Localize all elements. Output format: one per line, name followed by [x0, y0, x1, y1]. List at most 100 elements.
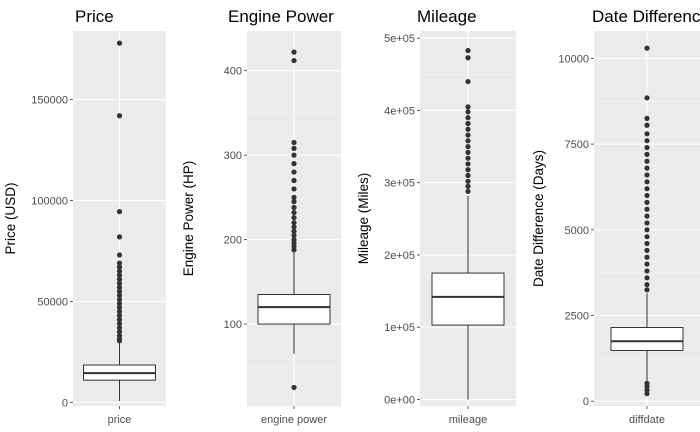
- outlier-point: [644, 275, 650, 281]
- outlier-point: [644, 287, 650, 293]
- outlier-point: [644, 220, 650, 226]
- y-tick-label: 7500: [565, 139, 589, 151]
- outlier-point: [465, 120, 471, 127]
- outlier-point: [644, 254, 650, 260]
- outlier-point: [291, 220, 297, 226]
- y-tick-label: 200: [224, 235, 242, 247]
- outlier-point: [644, 122, 650, 128]
- outlier-point: [291, 247, 297, 253]
- y-tick-label: 5000: [565, 225, 589, 237]
- outlier-point: [465, 178, 471, 184]
- outlier-point: [644, 158, 650, 164]
- outlier-point: [644, 144, 650, 151]
- outlier-point: [644, 199, 650, 205]
- outlier-point: [116, 280, 123, 286]
- y-tick-label: 0e+00: [384, 394, 415, 406]
- outlier-point: [291, 145, 297, 151]
- y-axis-label: Engine Power (HP): [181, 161, 196, 277]
- y-tick-label: 4e+05: [384, 105, 415, 117]
- y-tick-label: 400: [224, 66, 242, 78]
- outlier-point: [291, 232, 297, 238]
- iqr-box: [610, 327, 684, 351]
- outlier-point: [644, 282, 650, 288]
- outlier-point: [465, 115, 471, 121]
- outlier-point: [291, 204, 297, 211]
- outlier-point: [116, 268, 123, 274]
- outlier-point: [116, 252, 123, 258]
- outlier-point: [116, 272, 123, 278]
- outlier-point: [116, 296, 123, 303]
- outlier-point: [291, 194, 297, 200]
- outlier-point: [116, 300, 123, 307]
- panel-mileage: 0e+00 1e+05 2e+05 3e+05 4e+05 5e+05 mileage Mil…: [356, 7, 516, 426]
- y-tick-label: 100000: [31, 196, 68, 208]
- outlier-point: [644, 95, 650, 101]
- outlier-point: [291, 228, 297, 234]
- y-axis-label: Mileage (Miles): [356, 173, 371, 265]
- panel-title: Engine Power: [228, 7, 334, 26]
- outlier-point: [465, 155, 471, 161]
- y-tick-label: 10000: [558, 53, 589, 65]
- outlier-point: [644, 213, 650, 219]
- outlier-point: [465, 144, 471, 150]
- y-tick-label: 50000: [37, 296, 68, 308]
- outlier-point: [291, 209, 297, 216]
- outlier-point: [116, 321, 123, 327]
- outlier-point: [465, 172, 471, 179]
- outlier-point: [291, 57, 297, 64]
- outlier-point: [644, 45, 650, 51]
- outlier-point: [465, 132, 471, 138]
- outlier-point: [644, 115, 650, 122]
- outlier-point: [291, 49, 297, 55]
- outlier-point: [291, 384, 297, 391]
- outlier-point: [465, 78, 471, 85]
- y-tick-label: 1e+05: [384, 322, 415, 334]
- outlier-point: [644, 391, 650, 397]
- outlier-point: [116, 338, 123, 344]
- outlier-point: [116, 264, 123, 270]
- outlier-point: [465, 183, 471, 189]
- outlier-point: [116, 284, 123, 290]
- outlier-point: [116, 329, 123, 335]
- outlier-point: [116, 308, 123, 315]
- panel-title: Date Difference: [592, 7, 700, 26]
- y-tick-label: 5e+05: [384, 33, 415, 45]
- outlier-point: [644, 131, 650, 137]
- outlier-point: [465, 161, 471, 167]
- outlier-point: [644, 151, 650, 158]
- outlier-point: [465, 138, 471, 144]
- outlier-point: [116, 304, 123, 311]
- x-tick-label: mileage: [449, 414, 488, 426]
- y-tick-label: 0: [583, 396, 589, 408]
- outlier-point: [644, 192, 650, 199]
- outlier-point: [116, 209, 123, 215]
- iqr-box: [431, 272, 505, 326]
- y-tick-label: 100: [224, 319, 242, 331]
- outlier-point: [644, 165, 650, 171]
- outlier-point: [291, 139, 297, 146]
- outlier-point: [465, 126, 471, 132]
- panel-title: Price: [75, 7, 114, 26]
- outlier-point: [116, 276, 123, 282]
- panel-title: Mileage: [417, 7, 477, 26]
- outlier-point: [116, 325, 123, 331]
- outlier-point: [291, 152, 297, 158]
- outlier-point: [291, 161, 297, 167]
- outlier-point: [465, 188, 471, 195]
- outlier-point: [291, 169, 297, 175]
- panel-engine-power: 100 200 300 400 engine power Engine Power Engi…: [181, 7, 341, 426]
- outlier-point: [465, 104, 471, 110]
- outlier-point: [644, 227, 650, 233]
- outlier-point: [465, 47, 471, 54]
- outlier-point: [291, 224, 297, 230]
- y-tick-label: 150000: [31, 95, 68, 107]
- x-tick-label: price: [108, 414, 132, 426]
- panel-price: 0 50000 100000 150000 price Price Price (USD): [3, 7, 166, 426]
- outlier-point: [644, 240, 650, 247]
- outlier-point: [644, 206, 650, 212]
- y-tick-label: 300: [224, 150, 242, 162]
- outlier-point: [644, 172, 650, 178]
- outlier-point: [116, 317, 123, 323]
- outlier-point: [291, 199, 297, 205]
